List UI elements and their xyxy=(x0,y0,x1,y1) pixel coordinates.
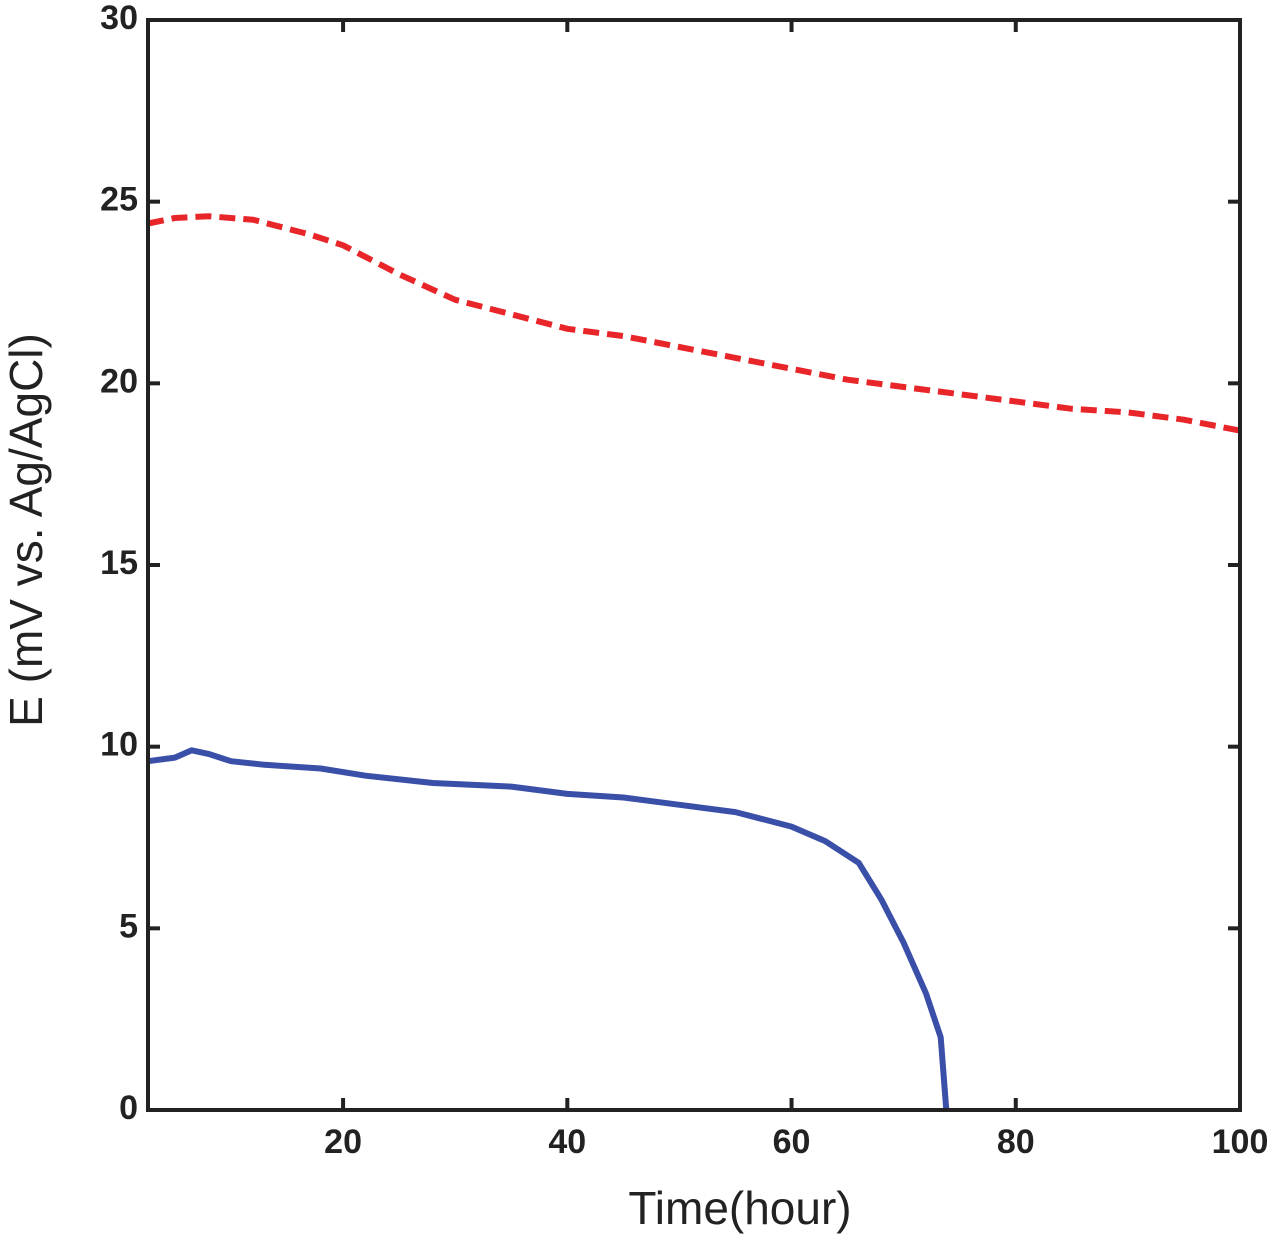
y-axis-label: E (mV vs. Ag/AgCl) xyxy=(0,333,52,727)
y-tick-label: 5 xyxy=(119,907,138,945)
y-tick-label: 25 xyxy=(100,181,138,219)
x-tick-label: 40 xyxy=(548,1123,586,1161)
data-line xyxy=(147,747,950,1111)
x-tick-label: 80 xyxy=(997,1123,1035,1161)
y-tick-label: 0 xyxy=(119,1089,138,1127)
y-tick-label: 15 xyxy=(100,544,138,582)
x-tick-label: 60 xyxy=(773,1123,811,1161)
x-axis-label: Time(hour) xyxy=(628,1182,851,1234)
plot-frame xyxy=(146,18,1242,1112)
y-tick-label: 30 xyxy=(100,0,138,37)
data-line xyxy=(147,213,1241,434)
x-tick-label: 20 xyxy=(324,1123,362,1161)
y-tick-label: 10 xyxy=(100,726,138,764)
x-tick-label: 100 xyxy=(1212,1123,1269,1161)
y-tick-label: 20 xyxy=(100,362,138,400)
